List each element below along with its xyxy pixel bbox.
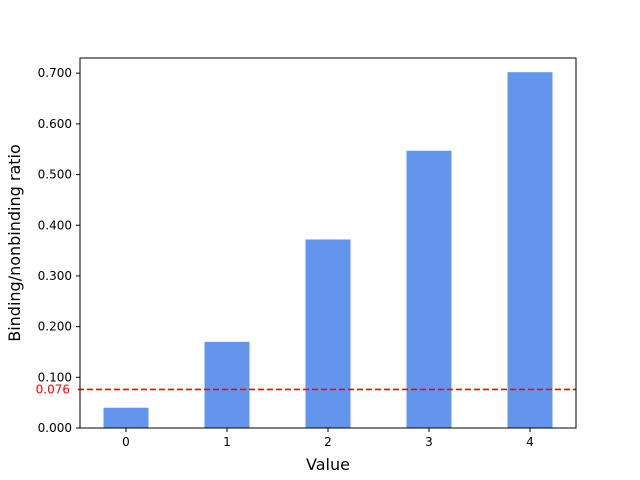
- bars-group: [103, 72, 553, 429]
- y-axis-label: Binding/nonbinding ratio: [5, 144, 24, 342]
- y-tick-label-5: 0.500: [38, 168, 72, 182]
- y-tick-label-7: 0.700: [38, 66, 72, 80]
- x-tick-label-2: 2: [324, 435, 332, 449]
- y-tick-label-2: 0.200: [38, 320, 72, 334]
- bar-4: [507, 72, 553, 429]
- y-tick-label-3: 0.300: [38, 269, 72, 283]
- bar-2: [305, 239, 351, 428]
- reference-line-label: 0.076: [36, 382, 70, 396]
- y-tick-label-1: 0.100: [38, 370, 72, 384]
- y-tick-label-6: 0.600: [38, 117, 72, 131]
- x-tick-label-0: 0: [122, 435, 130, 449]
- y-tick-label-4: 0.400: [38, 218, 72, 232]
- bar-3: [406, 150, 452, 428]
- bar-1: [204, 341, 250, 428]
- x-axis-label: Value: [306, 455, 350, 474]
- y-tick-label-0: 0.000: [38, 421, 72, 435]
- x-tick-label-4: 4: [526, 435, 534, 449]
- x-tick-label-3: 3: [425, 435, 433, 449]
- x-axis: 0 1 2 3 4: [122, 428, 534, 449]
- reference-line-group: 0.076: [36, 382, 576, 396]
- y-axis: 0.000 0.100 0.200 0.300 0.400 0.500 0.600 0.700: [38, 66, 80, 435]
- bar-0: [103, 407, 149, 428]
- x-tick-label-1: 1: [223, 435, 231, 449]
